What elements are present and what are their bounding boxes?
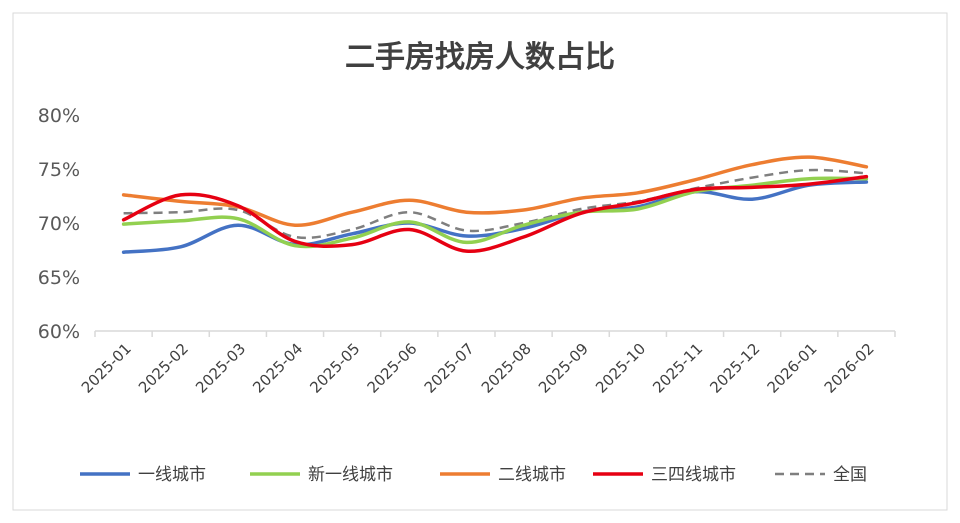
legend: 一线城市 新一线城市 二线城市 三四线城市 全国 — [80, 465, 867, 485]
legend-label: 一线城市 — [138, 465, 206, 485]
y-tick-label: 60% — [38, 321, 80, 343]
legend-label: 新一线城市 — [308, 465, 393, 485]
legend-label: 全国 — [833, 465, 867, 485]
series-line-3 — [121, 174, 869, 253]
y-axis-tick-labels: 60% 65% 70% 75% 80% — [38, 105, 80, 343]
y-tick-label: 65% — [38, 267, 80, 289]
legend-label: 三四线城市 — [651, 465, 736, 485]
y-tick-label: 75% — [38, 159, 80, 181]
x-axis-tick-marks — [94, 331, 896, 337]
y-tick-label: 80% — [38, 105, 80, 127]
series-line-0 — [121, 180, 869, 254]
y-tick-label: 70% — [38, 213, 80, 235]
series-lines — [121, 155, 869, 254]
legend-label: 二线城市 — [498, 465, 566, 485]
chart-title: 二手房找房人数占比 — [345, 40, 615, 75]
series-line-4 — [123, 168, 867, 240]
chart-border — [12, 12, 948, 511]
